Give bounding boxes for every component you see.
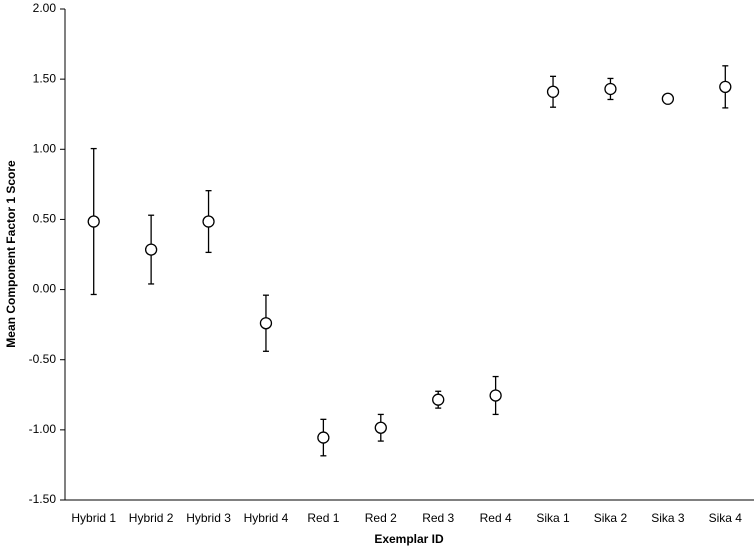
x-tick-label: Hybrid 4 [244, 511, 289, 525]
x-tick-label: Sika 4 [709, 511, 743, 525]
point [719, 80, 732, 94]
x-tick-label: Hybrid 3 [186, 511, 231, 525]
point [202, 215, 215, 228]
x-axis-title: Exemplar ID [374, 532, 444, 546]
point [144, 243, 158, 256]
x-tick-label: Red 4 [480, 511, 512, 525]
point [604, 82, 617, 96]
x-tick-label: Red 3 [422, 511, 454, 525]
point [661, 92, 675, 105]
y-tick-label: 1.50 [33, 71, 57, 85]
point [317, 431, 330, 444]
y-tick-label: 1.00 [33, 141, 57, 155]
y-tick-label: 0.00 [33, 282, 57, 296]
x-tick-label: Red 2 [365, 511, 397, 525]
point [374, 421, 387, 434]
x-tick-label: Sika 1 [536, 511, 570, 525]
point [489, 389, 502, 402]
x-tick-label: Red 1 [307, 511, 339, 525]
y-tick-label: 2.00 [33, 1, 57, 15]
point [432, 393, 445, 406]
y-axis-title: Mean Component Factor 1 Score [4, 160, 18, 348]
y-tick-label: -1.00 [29, 422, 57, 436]
x-tick-label: Sika 3 [651, 511, 685, 525]
point [259, 317, 273, 330]
y-tick-label: -1.50 [29, 492, 57, 506]
y-tick-label: -0.50 [29, 352, 57, 366]
x-tick-label: Hybrid 1 [71, 511, 116, 525]
y-tick-label: 0.50 [33, 212, 57, 226]
point [87, 215, 100, 228]
x-tick-label: Sika 2 [594, 511, 628, 525]
point [546, 85, 560, 98]
x-tick-label: Hybrid 2 [129, 511, 174, 525]
